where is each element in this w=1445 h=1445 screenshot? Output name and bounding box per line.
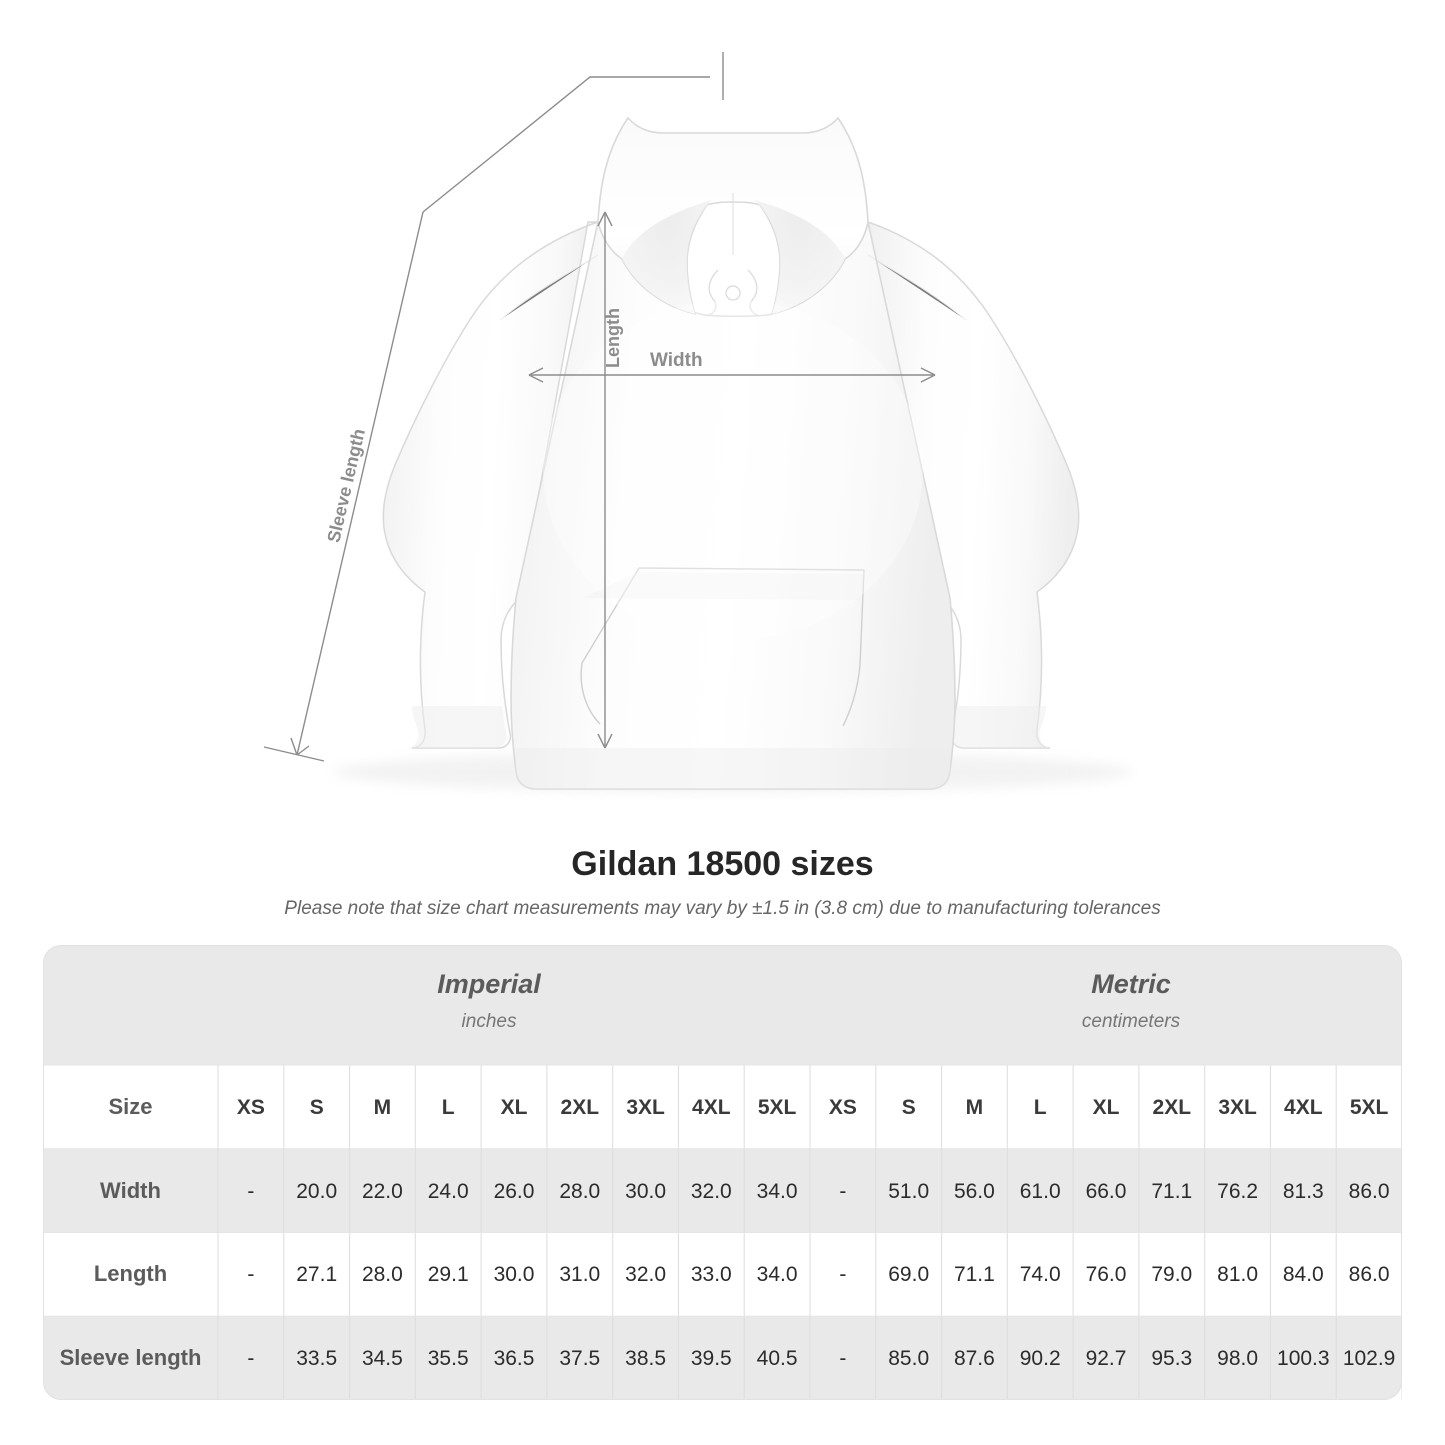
svg-text:Size: Size [108,1094,152,1119]
svg-text:37.5: 37.5 [559,1347,600,1370]
svg-text:86.0: 86.0 [1349,1180,1390,1203]
svg-text:81.3: 81.3 [1283,1180,1324,1203]
svg-text:-: - [247,1347,254,1370]
svg-text:85.0: 85.0 [888,1347,929,1370]
svg-text:32.0: 32.0 [691,1180,732,1203]
svg-text:36.5: 36.5 [494,1347,535,1370]
svg-text:20.0: 20.0 [296,1180,337,1203]
svg-text:28.0: 28.0 [362,1263,403,1286]
svg-text:100.3: 100.3 [1277,1347,1330,1370]
svg-text:22.0: 22.0 [362,1180,403,1203]
svg-text:XS: XS [829,1096,857,1119]
svg-text:79.0: 79.0 [1151,1263,1192,1286]
svg-text:56.0: 56.0 [954,1180,995,1203]
svg-text:76.0: 76.0 [1086,1263,1127,1286]
svg-text:-: - [247,1180,254,1203]
svg-text:33.0: 33.0 [691,1263,732,1286]
svg-text:27.1: 27.1 [296,1263,337,1286]
svg-text:51.0: 51.0 [888,1180,929,1203]
svg-text:71.1: 71.1 [1151,1180,1192,1203]
svg-text:Metric: Metric [1091,969,1171,999]
svg-text:34.0: 34.0 [757,1263,798,1286]
svg-text:5XL: 5XL [1350,1096,1389,1119]
svg-text:centimeters: centimeters [1082,1011,1181,1032]
svg-text:4XL: 4XL [692,1096,731,1119]
svg-text:74.0: 74.0 [1020,1263,1061,1286]
svg-text:32.0: 32.0 [625,1263,666,1286]
svg-text:inches: inches [462,1011,517,1032]
svg-text:M: M [374,1096,392,1119]
svg-text:XL: XL [501,1096,528,1119]
svg-text:-: - [839,1180,846,1203]
svg-text:86.0: 86.0 [1349,1263,1390,1286]
svg-text:33.5: 33.5 [296,1347,337,1370]
svg-text:66.0: 66.0 [1086,1180,1127,1203]
svg-text:81.0: 81.0 [1217,1263,1258,1286]
svg-text:28.0: 28.0 [559,1180,600,1203]
svg-text:Imperial: Imperial [437,969,541,999]
svg-text:M: M [966,1096,984,1119]
svg-text:30.0: 30.0 [625,1180,666,1203]
svg-text:40.5: 40.5 [757,1347,798,1370]
svg-text:3XL: 3XL [626,1096,665,1119]
svg-text:Width: Width [100,1178,161,1203]
svg-text:Length: Length [603,308,623,368]
svg-text:35.5: 35.5 [428,1347,469,1370]
svg-text:Length: Length [94,1261,167,1286]
svg-text:Sleeve length: Sleeve length [60,1345,202,1370]
svg-text:L: L [1034,1096,1047,1119]
svg-text:30.0: 30.0 [494,1263,535,1286]
svg-text:2XL: 2XL [1153,1096,1192,1119]
svg-text:26.0: 26.0 [494,1180,535,1203]
svg-text:S: S [310,1096,324,1119]
svg-text:S: S [902,1096,916,1119]
svg-text:90.2: 90.2 [1020,1347,1061,1370]
svg-text:3XL: 3XL [1218,1096,1257,1119]
svg-text:5XL: 5XL [758,1096,797,1119]
svg-text:L: L [442,1096,455,1119]
svg-text:92.7: 92.7 [1086,1347,1127,1370]
svg-text:XL: XL [1093,1096,1120,1119]
svg-text:-: - [839,1347,846,1370]
svg-text:39.5: 39.5 [691,1347,732,1370]
svg-text:38.5: 38.5 [625,1347,666,1370]
svg-text:61.0: 61.0 [1020,1180,1061,1203]
svg-text:84.0: 84.0 [1283,1263,1324,1286]
svg-text:34.0: 34.0 [757,1180,798,1203]
svg-text:29.1: 29.1 [428,1263,469,1286]
svg-text:XS: XS [237,1096,265,1119]
svg-text:76.2: 76.2 [1217,1180,1258,1203]
svg-text:98.0: 98.0 [1217,1347,1258,1370]
svg-text:31.0: 31.0 [559,1263,600,1286]
svg-text:102.9: 102.9 [1343,1347,1396,1370]
svg-text:4XL: 4XL [1284,1096,1323,1119]
svg-text:-: - [247,1263,254,1286]
svg-text:71.1: 71.1 [954,1263,995,1286]
svg-text:34.5: 34.5 [362,1347,403,1370]
svg-text:-: - [839,1263,846,1286]
svg-text:2XL: 2XL [561,1096,600,1119]
svg-text:Sleeve length: Sleeve length [323,427,369,545]
svg-text:24.0: 24.0 [428,1180,469,1203]
svg-text:87.6: 87.6 [954,1347,995,1370]
svg-text:Width: Width [650,350,703,371]
svg-text:69.0: 69.0 [888,1263,929,1286]
svg-text:95.3: 95.3 [1151,1347,1192,1370]
